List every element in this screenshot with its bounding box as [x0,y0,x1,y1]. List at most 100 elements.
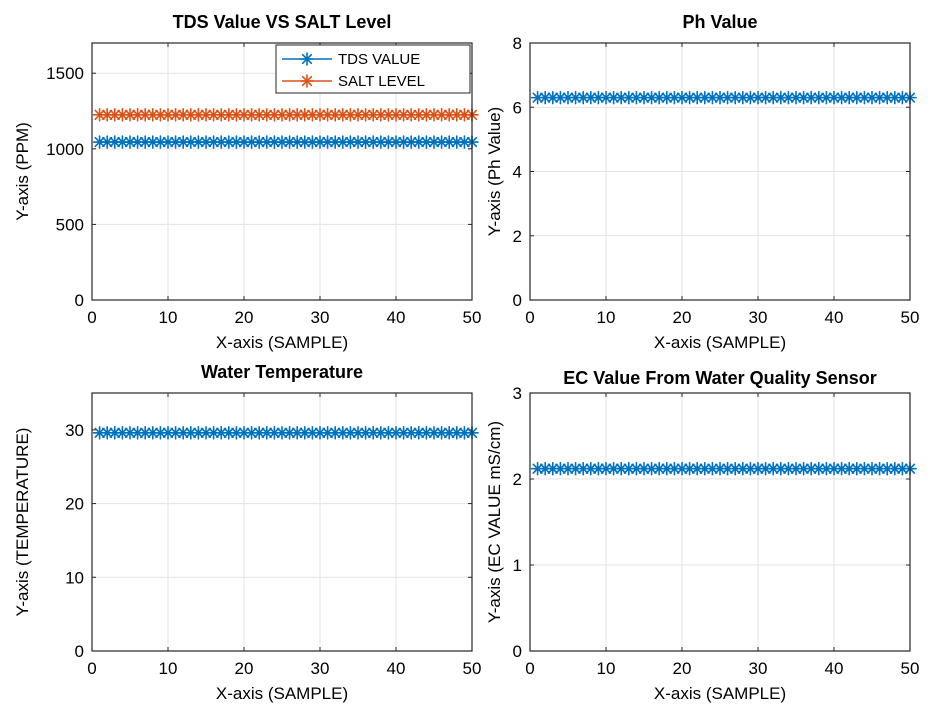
x-tick-label: 20 [673,659,692,678]
y-tick-label: 2 [513,470,522,489]
data-point [530,90,545,105]
data-point [735,461,750,476]
y-axis-label: Y-axis (EC VALUE mS/cm) [485,421,504,623]
data-point [320,108,335,122]
data-point [637,90,651,105]
x-tick-label: 0 [87,308,96,327]
x-tick-label: 50 [901,308,920,327]
data-point [735,90,750,105]
axes-box [91,42,473,301]
data-point [168,426,183,440]
data-point [599,90,613,105]
plot-area [530,393,910,651]
y-tick-label: 500 [56,215,84,234]
data-point [259,135,274,149]
data-point [275,426,289,440]
data-point [576,90,591,105]
x-tick-label: 10 [159,308,178,327]
data-point [396,135,411,149]
x-tick-label: 20 [673,308,692,327]
legend-marker [300,74,314,88]
data-point [652,90,667,105]
x-tick-label: 0 [525,308,534,327]
data-point [606,90,621,105]
data-point [381,135,396,149]
data-point [381,426,396,440]
data-point [629,90,644,105]
y-tick-label: 1 [513,556,522,575]
data-point [690,461,705,476]
data-point [138,135,152,149]
y-tick-label: 1000 [46,140,84,159]
x-tick-label: 30 [749,659,768,678]
data-point [434,135,449,149]
data-point [389,426,403,440]
data-point [827,90,841,105]
y-axis-label: Y-axis (Ph Value) [485,107,504,236]
x-tick-label: 0 [87,659,96,678]
data-point [819,90,834,105]
data-point [237,108,251,122]
x-tick-label: 30 [749,308,768,327]
data-point [865,90,879,105]
data-point [328,108,343,122]
y-axis-label: Y-axis (TEMPERATURE) [13,428,32,617]
data-point [373,426,388,440]
legend-label: TDS VALUE [338,51,420,68]
data-point [659,90,674,105]
data-point [358,426,373,440]
x-axis-label: X-axis (SAMPLE) [654,684,786,703]
data-point [199,135,213,149]
y-tick-label: 8 [513,34,522,53]
data-point [538,90,553,105]
y-tick-label: 1500 [46,64,84,83]
data-point [449,135,464,149]
y-tick-label: 30 [65,421,84,440]
y-tick-label: 10 [65,568,84,587]
data-point [252,135,267,149]
y-tick-label: 6 [513,98,522,117]
data-point [804,461,819,476]
data-point [237,135,251,149]
data-point [328,135,343,149]
data-point [199,108,213,122]
x-tick-label: 40 [387,659,406,678]
x-tick-label: 30 [311,308,330,327]
x-tick-label: 20 [235,308,254,327]
data-point [545,90,560,105]
x-tick-label: 30 [311,659,330,678]
axes-box [529,392,911,652]
data-point [335,426,350,440]
y-tick-label: 3 [513,384,522,403]
data-point [553,90,568,105]
data-point [282,135,297,149]
data-point [675,461,689,476]
x-tick-label: 10 [597,659,616,678]
chart-title: Water Temperature [201,362,363,382]
y-tick-label: 2 [513,227,522,246]
y-tick-label: 0 [75,291,84,310]
x-tick-label: 10 [597,308,616,327]
y-tick-label: 0 [513,642,522,661]
data-point [621,90,636,105]
legend-marker [300,52,314,66]
y-tick-label: 0 [513,291,522,310]
data-point [442,426,457,440]
data-point [404,426,419,440]
x-tick-label: 40 [825,308,844,327]
axes-box [529,42,911,301]
data-point [123,108,137,122]
data-point [804,90,819,105]
data-point [457,135,472,149]
legend-box [275,44,471,94]
data-point [153,426,168,440]
data-point [411,426,426,440]
x-tick-label: 0 [525,659,534,678]
data-point [857,90,872,105]
data-point [781,90,796,105]
chart-2: 0 10 20 30 40 50 0 2 4 6 8 Ph Value X-axis (SAMPLE) Y… [485,12,919,352]
data-point [396,426,411,440]
data-point [583,461,598,476]
legend: TDS VALUE SALT LEVEL [275,44,471,94]
